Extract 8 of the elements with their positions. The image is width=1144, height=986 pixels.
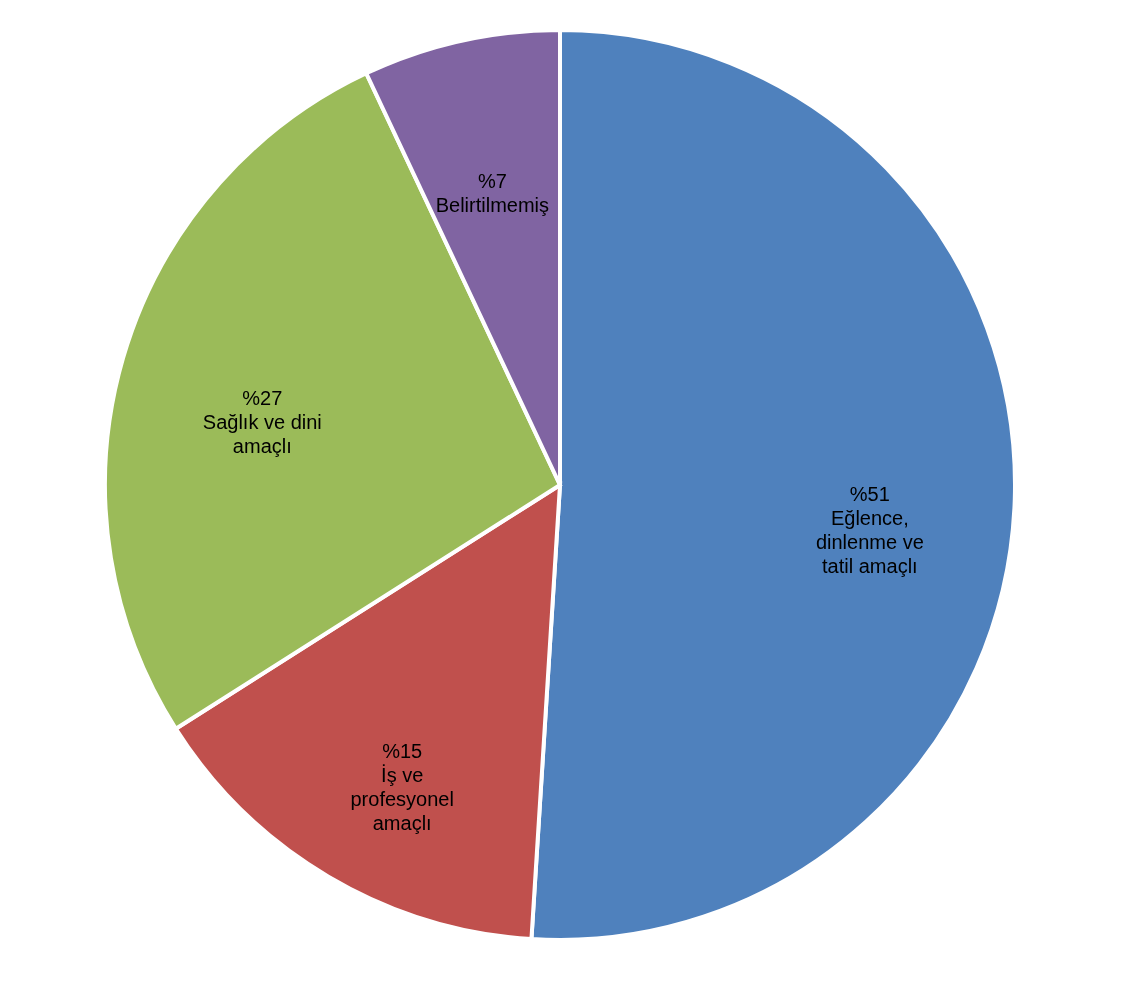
data-label: %7 <box>477 170 507 193</box>
data-label: %51 <box>849 482 890 505</box>
slice-label: Sağlık ve dini amaçlı <box>202 410 322 457</box>
slice-label: İş ve profesyonel amaçlı <box>350 763 454 834</box>
slice-label: Eğlence, dinlenme ve tatil amaçlı <box>815 506 924 577</box>
slice-label: Belirtilmemiş <box>435 194 550 217</box>
data-label: %27 <box>242 386 283 409</box>
data-label: %15 <box>382 739 423 762</box>
